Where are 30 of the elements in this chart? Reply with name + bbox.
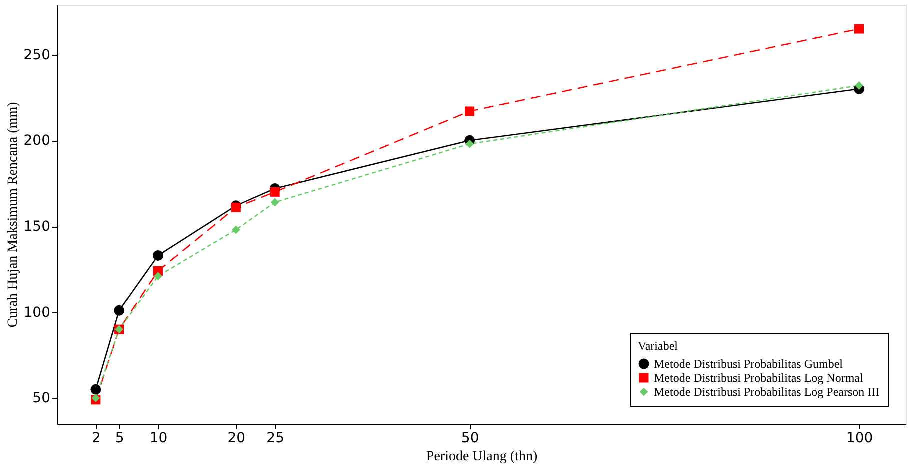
x-tick-label: 2 xyxy=(92,430,101,446)
point xyxy=(114,305,125,316)
y-tick-label: 150 xyxy=(24,219,50,236)
point xyxy=(855,82,864,90)
legend-label: Metode Distribusi Probabilitas Log Normal xyxy=(654,371,864,385)
point xyxy=(92,394,100,402)
point xyxy=(153,250,164,261)
y-tick-label: 50 xyxy=(32,390,50,407)
point xyxy=(90,384,102,395)
y-tick-label: 100 xyxy=(24,304,50,321)
point xyxy=(270,198,280,207)
x-tick-label: 20 xyxy=(228,430,246,446)
x-tick-label: 100 xyxy=(846,430,874,446)
x-axis-title: Periode Ulang (thn) xyxy=(426,450,538,464)
point xyxy=(232,226,240,234)
legend-label: Metode Distribusi Probabilitas Log Pearson III xyxy=(654,385,880,399)
y-tick-label: 250 xyxy=(24,47,50,64)
x-tick-label: 5 xyxy=(115,430,124,446)
x-tick-label: 50 xyxy=(461,430,480,446)
legend-title: Variabel xyxy=(638,339,679,353)
point xyxy=(465,106,475,116)
y-axis-title: Curah Hujan Maksimum Rencana (mm) xyxy=(6,102,21,328)
point xyxy=(270,187,280,197)
legend-label: Metode Distribusi Probabilitas Gumbel xyxy=(654,357,844,371)
x-tick-label: 10 xyxy=(150,430,168,446)
y-tick-label: 200 xyxy=(24,133,50,150)
point xyxy=(854,24,864,34)
point xyxy=(466,140,474,148)
x-tick-label: 25 xyxy=(266,430,285,446)
point xyxy=(154,272,162,281)
